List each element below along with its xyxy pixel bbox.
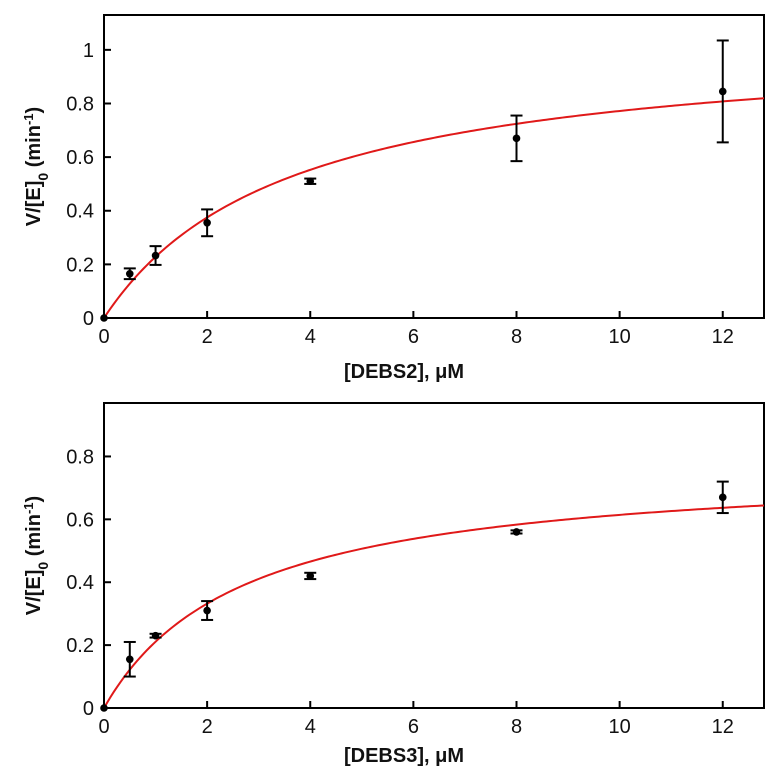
- x-tick-label: 8: [511, 716, 522, 738]
- data-point: [718, 87, 727, 96]
- data-point: [512, 134, 521, 143]
- x-tick-label: 4: [305, 326, 316, 348]
- x-tick-label: 10: [609, 716, 631, 738]
- y-tick-label: 0.6: [66, 509, 94, 531]
- data-point: [512, 528, 521, 536]
- data-point: [100, 704, 108, 712]
- data-point: [306, 572, 315, 580]
- y-tick-label: 1: [83, 40, 94, 62]
- y-tick-label: 0.2: [66, 635, 94, 657]
- y-tick-label: 0.8: [66, 93, 94, 115]
- x-axis-label: [DEBS3], μM: [344, 745, 464, 767]
- y-tick-label: 0.4: [66, 201, 94, 223]
- x-tick-label: 12: [712, 326, 734, 348]
- chart-panel-2: 0 2 4 6 8 10 12 0 0.2 0.4 0.6 0.8 [DEBS3], μM V/[E]0 …: [21, 402, 765, 767]
- data-point: [125, 269, 134, 278]
- plot-frame: [103, 402, 765, 709]
- fit-curve: [103, 97, 765, 319]
- data-point: [203, 606, 211, 615]
- data-point: [203, 219, 211, 227]
- y-tick-label: 0.2: [66, 254, 94, 276]
- data-point: [718, 493, 727, 502]
- x-tick-label: 6: [408, 326, 419, 348]
- plot-frame: [103, 14, 765, 319]
- y-tick-label: 0.4: [66, 572, 94, 594]
- chart-panel-1: 0 2 4 6 8 10 12 0 0.2 0.4 0.6 0.8 1 [DEBS2], μM V/[E]0…: [21, 14, 765, 383]
- data-point: [125, 655, 134, 664]
- x-tick-label: 0: [98, 716, 109, 738]
- x-tick-label: 10: [609, 326, 631, 348]
- data-point: [306, 177, 315, 186]
- y-axis-label: V/[E]0 (min-1): [21, 107, 52, 226]
- y-tick-label: 0.6: [66, 147, 94, 169]
- x-tick-label: 2: [202, 716, 213, 738]
- x-axis-label: [DEBS2], μM: [344, 361, 464, 383]
- x-tick-label: 12: [712, 716, 734, 738]
- y-axis-label: V/[E]0 (min-1): [21, 496, 52, 615]
- x-tick-label: 0: [98, 326, 109, 348]
- y-tick-label: 0: [83, 308, 94, 330]
- x-tick-label: 4: [305, 716, 316, 738]
- x-tick-label: 8: [511, 326, 522, 348]
- y-tick-label: 0: [83, 698, 94, 720]
- x-tick-label: 2: [202, 326, 213, 348]
- data-point: [100, 314, 108, 322]
- x-tick-label: 6: [408, 716, 419, 738]
- y-tick-label: 0.8: [66, 446, 94, 468]
- data-point: [151, 251, 160, 260]
- data-point: [151, 631, 160, 640]
- fit-curve: [103, 504, 765, 709]
